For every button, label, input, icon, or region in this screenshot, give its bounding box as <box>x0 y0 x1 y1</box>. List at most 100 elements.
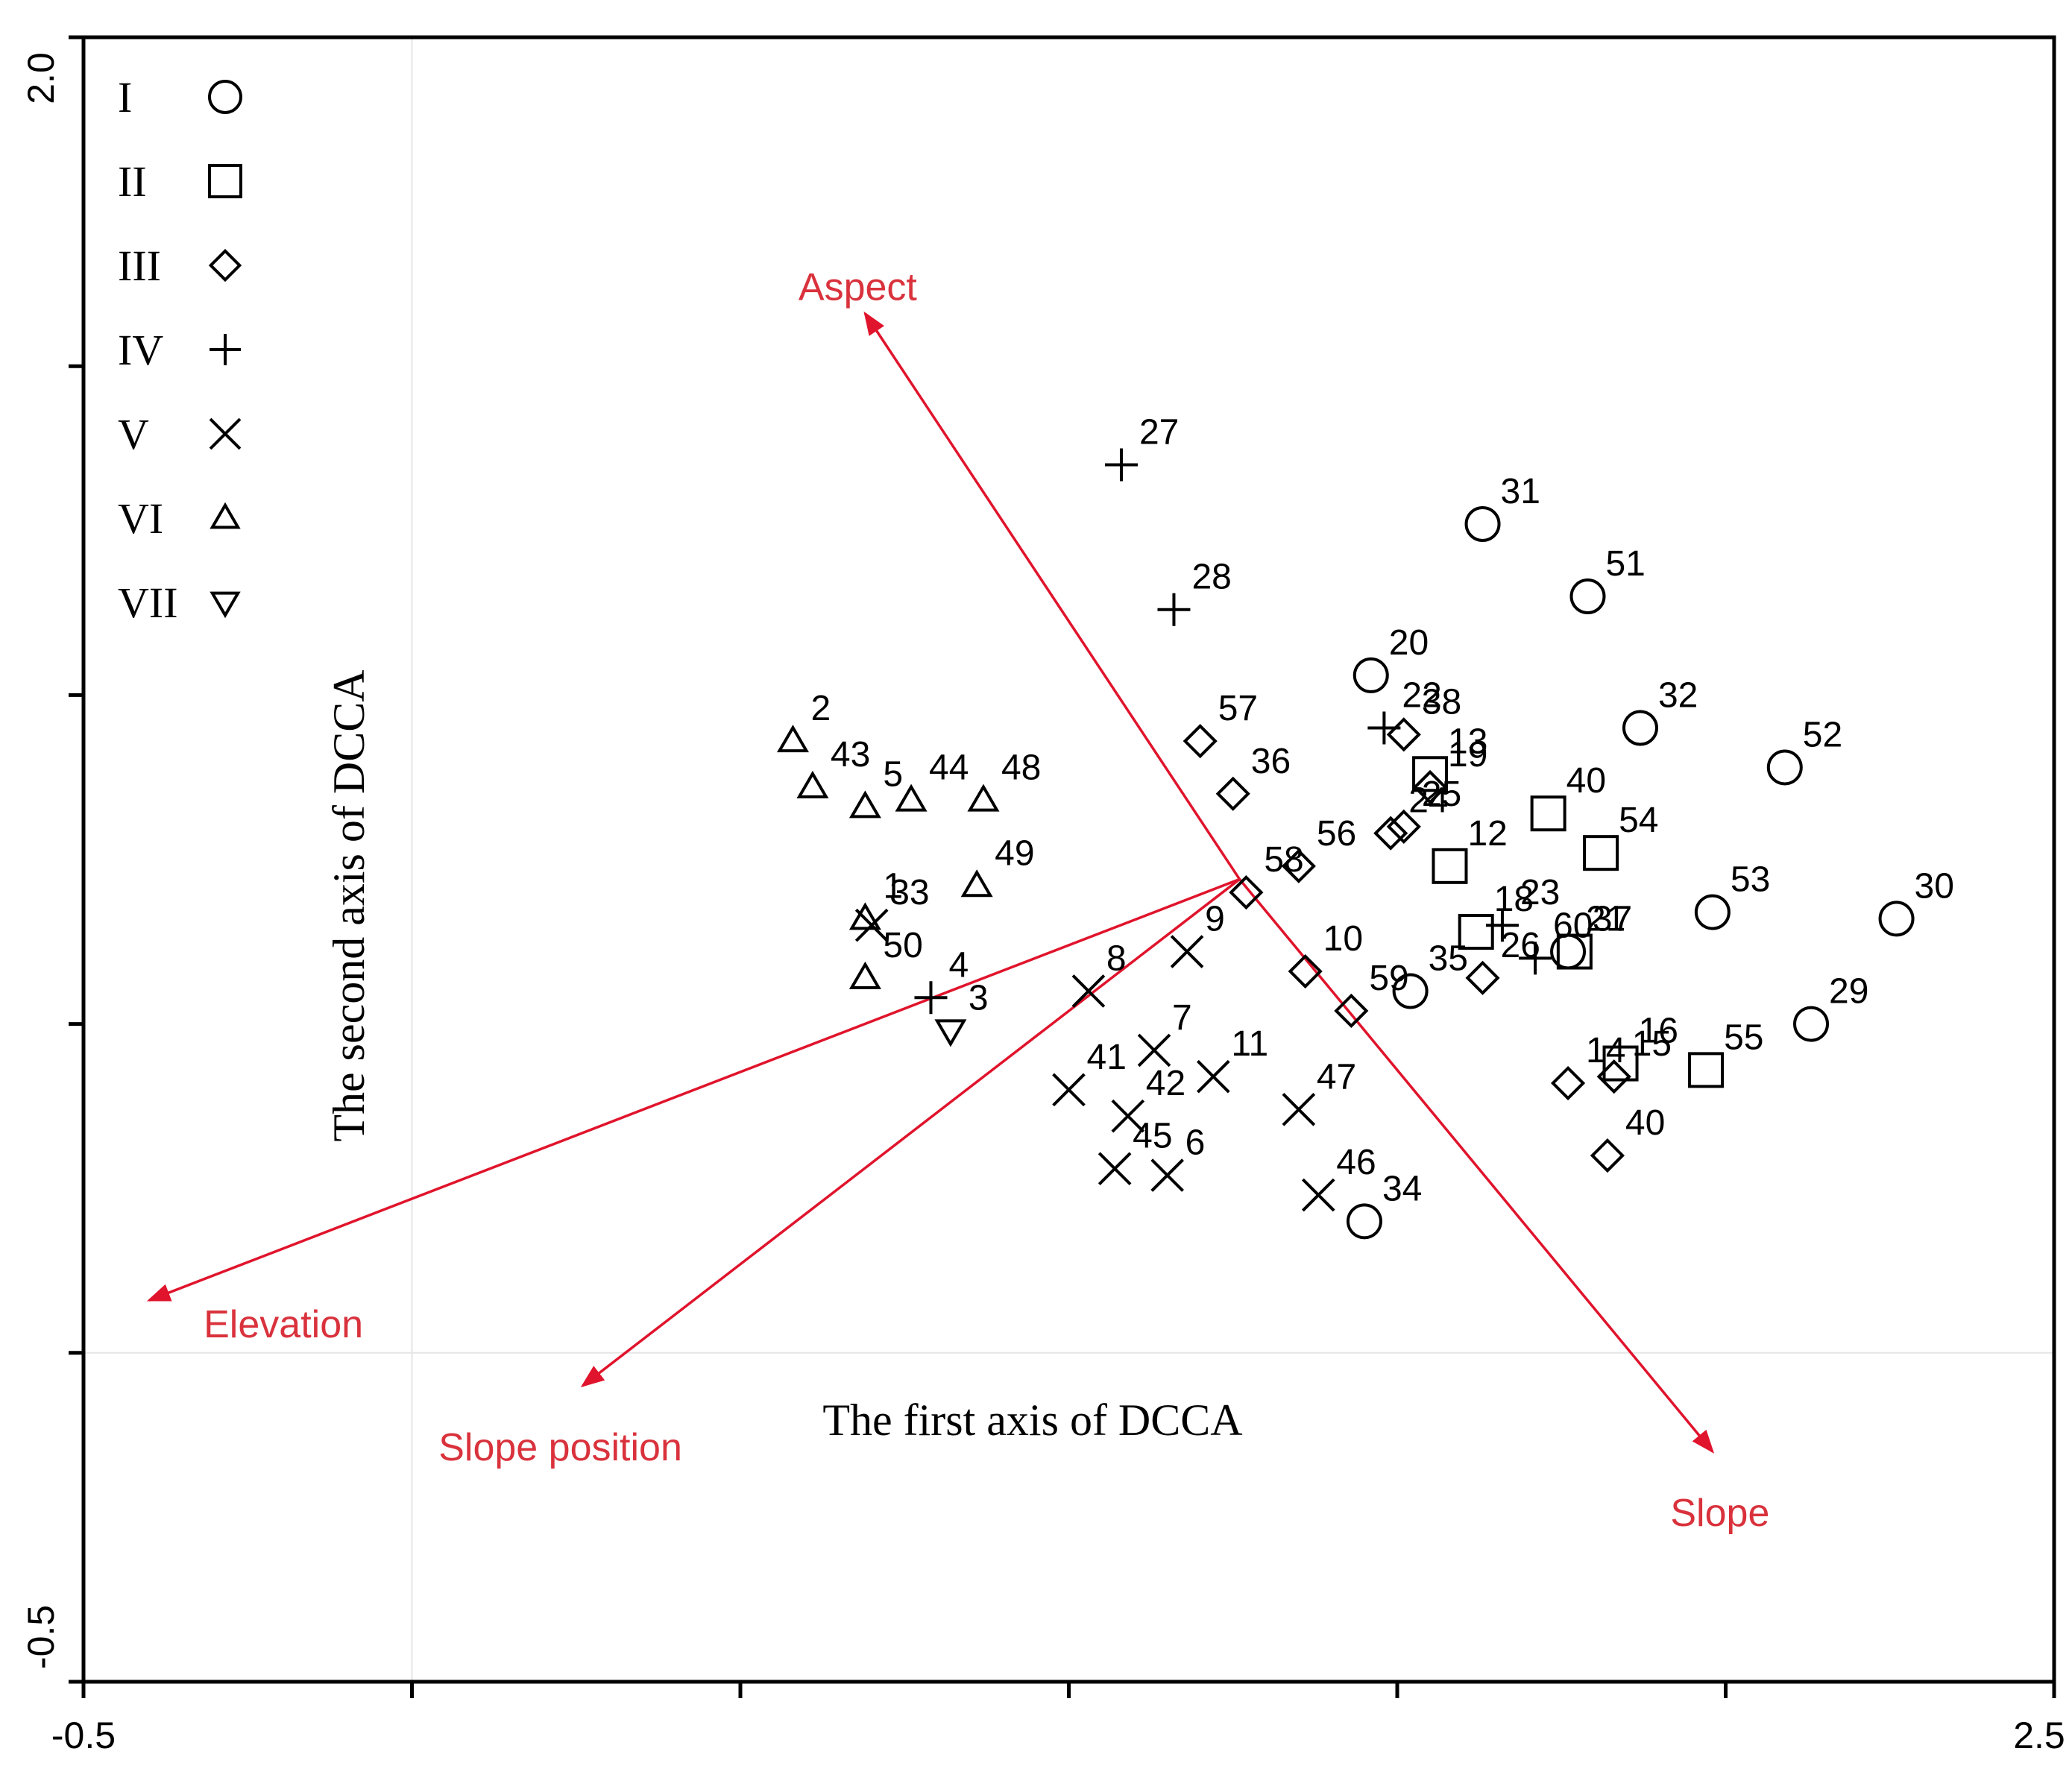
legend-marker-circle <box>208 80 242 114</box>
point-label: 57 <box>1218 689 1258 728</box>
sample-point-triangle-up <box>776 725 809 753</box>
vector-elevation <box>146 877 1241 1302</box>
sample-point-plus <box>1485 909 1519 942</box>
sample-point-square <box>1688 1052 1725 1088</box>
point-label: 4 <box>948 945 969 985</box>
vector-label: Aspect <box>799 266 918 309</box>
sample-point-plus <box>1104 448 1138 482</box>
sample-point-triangle-up <box>967 783 1000 812</box>
point-label: 27 <box>1139 413 1179 452</box>
point-label: 18 <box>1494 880 1534 919</box>
point-label: 48 <box>1001 748 1041 788</box>
sample-point-circle <box>1392 973 1429 1009</box>
point-label: 59 <box>1369 959 1408 998</box>
sample-point-x <box>1052 1073 1086 1107</box>
point-label: 41 <box>1087 1038 1127 1077</box>
point-label: 23 <box>1520 873 1560 912</box>
sample-point-circle <box>1353 657 1389 693</box>
sample-point-triangle-up <box>960 869 993 898</box>
sample-point-triangle-up <box>796 770 829 798</box>
sample-point-diamond <box>1386 809 1421 844</box>
sample-point-circle <box>1793 1006 1830 1042</box>
sample-point-square <box>1412 756 1449 792</box>
sample-point-x <box>1098 1152 1132 1186</box>
point-label: 51 <box>1605 544 1645 584</box>
point-label: 3 <box>969 978 989 1018</box>
point-label: 58 <box>1264 840 1303 880</box>
point-label: 33 <box>889 873 929 912</box>
sample-point-diamond <box>1550 1065 1586 1101</box>
legend-label: IV <box>118 326 163 374</box>
point-label: 19 <box>1448 735 1487 775</box>
sample-point-diamond <box>1373 816 1408 851</box>
point-label: 54 <box>1619 801 1658 840</box>
sample-point-circle <box>1622 710 1658 746</box>
point-label: 28 <box>1191 558 1231 597</box>
sample-point-triangle-up <box>848 961 881 989</box>
legend-label: VII <box>118 578 178 627</box>
vector-label: Slope position <box>438 1426 682 1469</box>
sample-point-plus <box>914 981 948 1015</box>
sample-point-x <box>1301 1178 1335 1212</box>
legend-marker-x <box>209 417 242 450</box>
point-label: 60 <box>1553 906 1593 945</box>
sample-point-diamond <box>1183 724 1218 759</box>
point-label: 55 <box>1724 1018 1763 1057</box>
sample-point-diamond <box>1334 993 1369 1029</box>
point-label: 29 <box>1829 972 1868 1012</box>
legend-label: V <box>118 410 149 458</box>
point-label: 6 <box>1185 1123 1206 1163</box>
sample-point-diamond <box>1386 717 1421 752</box>
sample-point-x <box>1071 974 1106 1008</box>
sample-point-diamond <box>1412 769 1448 805</box>
sample-point-triangle-up <box>848 790 881 819</box>
sample-point-x <box>1150 1158 1184 1192</box>
point-label: 21 <box>1586 900 1625 939</box>
point-label: 31 <box>1501 472 1540 511</box>
point-label: 22 <box>1402 676 1441 716</box>
point-label: 34 <box>1382 1169 1422 1208</box>
point-label: 50 <box>883 926 922 965</box>
sample-point-diamond <box>1596 1059 1631 1094</box>
point-label: 40 <box>1566 761 1606 801</box>
vector-aspect <box>863 311 1241 880</box>
point-label: 43 <box>831 735 870 775</box>
sample-point-square <box>1602 1045 1639 1082</box>
sample-point-diamond <box>1281 848 1316 883</box>
legend-marker-diamond <box>208 248 242 283</box>
point-label: 56 <box>1317 814 1356 854</box>
point-label: 20 <box>1389 623 1429 663</box>
point-label: 45 <box>1133 1117 1172 1156</box>
point-label: 10 <box>1323 919 1363 959</box>
point-label: 11 <box>1231 1024 1268 1064</box>
x-tick-label: 2.5 <box>2013 1715 2065 1756</box>
sample-point-x <box>1170 935 1204 968</box>
sample-point-square <box>1432 848 1468 884</box>
point-label: 47 <box>1317 1057 1356 1097</box>
sample-point-plus <box>1519 942 1552 975</box>
point-label: 13 <box>1448 722 1487 761</box>
sample-point-x <box>854 908 889 942</box>
point-label: 44 <box>929 748 969 788</box>
point-label: 24 <box>1408 781 1448 821</box>
point-label: 36 <box>1251 742 1291 781</box>
point-label: 30 <box>1915 866 1954 906</box>
point-label: 46 <box>1336 1143 1376 1182</box>
point-label: 15 <box>1632 1024 1672 1064</box>
sample-point-triangle-up <box>895 783 928 812</box>
point-label: 1 <box>883 866 903 906</box>
sample-point-circle <box>1464 505 1501 542</box>
vector-slope-position <box>580 878 1241 1388</box>
sample-point-circle <box>1878 901 1915 937</box>
legend-label: VI <box>118 494 163 543</box>
y-axis-label: The second axis of DCCA <box>324 669 374 1141</box>
sample-point-diamond <box>1215 776 1250 811</box>
point-label: 2 <box>810 689 831 728</box>
sample-point-triangle-up <box>848 902 881 930</box>
sample-point-triangle-down <box>934 1019 967 1047</box>
sample-point-plus <box>1367 711 1401 745</box>
sample-point-circle <box>1694 894 1731 930</box>
vector-label: Slope <box>1670 1492 1769 1535</box>
